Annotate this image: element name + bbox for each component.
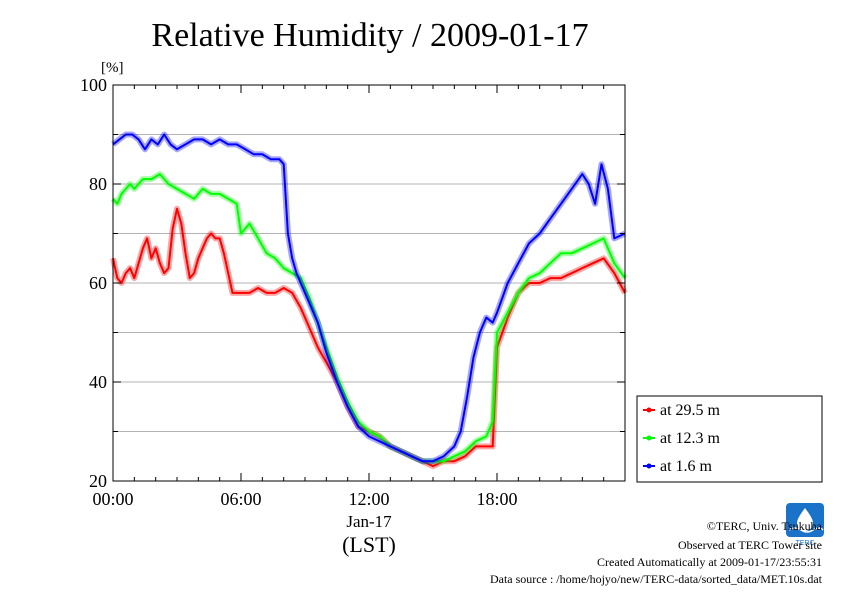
series-halo [111,131,627,465]
series-2 [111,131,627,465]
footer-copyright: ©TERC, Univ. Tsukuba [707,519,823,533]
legend-box [636,395,823,483]
x-tick-label: 00:00 [92,489,133,509]
x-tick-label: 18:00 [476,489,517,509]
series-line [112,207,626,468]
y-tick-label: 60 [89,273,107,293]
x-tick-label: 06:00 [220,489,261,509]
grid-lines [113,134,625,432]
footer-source: Data source : /home/hojyo/new/TERC-data/… [490,572,823,586]
footer-observed: Observed at TERC Tower site [678,538,822,552]
series-0 [110,205,628,470]
legend-entry: at 29.5 m [660,402,721,419]
logo-text: TERC [795,540,814,547]
axis-ticks: 20 40 60 80 100 00:00 06:00 12:00 18:00 [80,75,626,509]
y-tick-label: 100 [80,75,107,95]
terc-logo-icon: TERC [786,503,824,547]
y-tick-label: 80 [89,174,107,194]
legend-marker [646,407,652,413]
x-axis-date-label: Jan-17 [346,512,392,531]
legend-marker [646,463,652,469]
series-line [112,133,626,463]
series-line [112,173,626,463]
footer-created: Created Automatically at 2009-01-17/23:5… [597,555,822,569]
y-tick-label: 20 [89,471,107,491]
x-axis-title: (LST) [342,532,396,557]
series-1 [110,171,628,465]
legend-entry: at 1.6 m [660,458,713,475]
legend-marker [646,435,652,441]
series-lines [110,131,628,470]
y-tick-label: 40 [89,372,107,392]
chart-title: Relative Humidity / 2009-01-17 [151,17,588,54]
y-axis-unit: [%] [101,60,124,76]
legend: at 29.5 m at 12.3 m at 1.6 m [643,402,721,475]
legend-entry: at 12.3 m [660,430,721,447]
x-tick-label: 12:00 [348,489,389,509]
